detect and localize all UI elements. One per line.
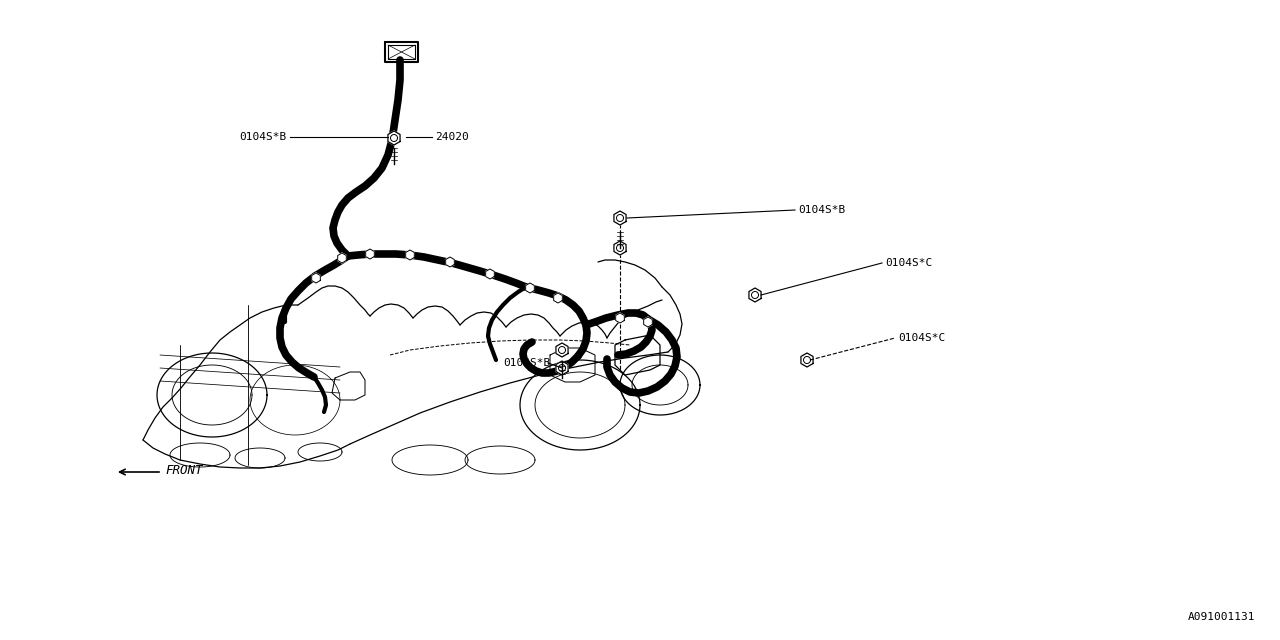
Text: 24020: 24020 xyxy=(435,132,468,142)
Text: FRONT: FRONT xyxy=(165,465,202,477)
Polygon shape xyxy=(485,269,494,279)
Text: 0104S*B: 0104S*B xyxy=(239,132,287,142)
Polygon shape xyxy=(614,241,626,255)
Polygon shape xyxy=(554,293,562,303)
Text: 0104S*C: 0104S*C xyxy=(884,258,932,268)
Polygon shape xyxy=(749,288,762,302)
Polygon shape xyxy=(445,257,454,267)
Text: 0104S*B: 0104S*B xyxy=(797,205,845,215)
Polygon shape xyxy=(526,283,534,293)
Polygon shape xyxy=(388,131,401,145)
Polygon shape xyxy=(338,253,347,263)
Text: 0104S*C: 0104S*C xyxy=(899,333,945,343)
Text: 0104S*B: 0104S*B xyxy=(503,358,550,368)
Polygon shape xyxy=(556,361,568,375)
Polygon shape xyxy=(644,317,653,327)
Text: A091001131: A091001131 xyxy=(1188,612,1254,622)
Polygon shape xyxy=(311,273,320,283)
Polygon shape xyxy=(614,211,626,225)
Polygon shape xyxy=(556,343,568,357)
Polygon shape xyxy=(616,313,625,323)
Polygon shape xyxy=(406,250,415,260)
Polygon shape xyxy=(366,249,374,259)
Polygon shape xyxy=(801,353,813,367)
